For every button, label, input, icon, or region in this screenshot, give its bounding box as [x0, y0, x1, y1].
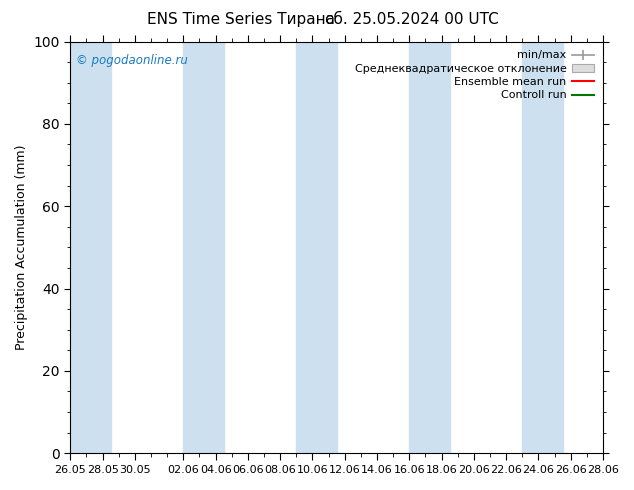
- Text: © pogodaonline.ru: © pogodaonline.ru: [75, 54, 188, 67]
- Legend: min/max, Среднеквадратическое отклонение, Ensemble mean run, Controll run: min/max, Среднеквадратическое отклонение…: [351, 47, 597, 104]
- Y-axis label: Precipitation Accumulation (mm): Precipitation Accumulation (mm): [15, 145, 28, 350]
- Bar: [70, 42, 111, 453]
- Text: сб. 25.05.2024 00 UTC: сб. 25.05.2024 00 UTC: [325, 12, 499, 27]
- Text: ENS Time Series Тирана: ENS Time Series Тирана: [147, 12, 335, 27]
- Bar: [410, 42, 450, 453]
- Bar: [183, 42, 224, 453]
- Bar: [296, 42, 337, 453]
- Bar: [522, 42, 563, 453]
